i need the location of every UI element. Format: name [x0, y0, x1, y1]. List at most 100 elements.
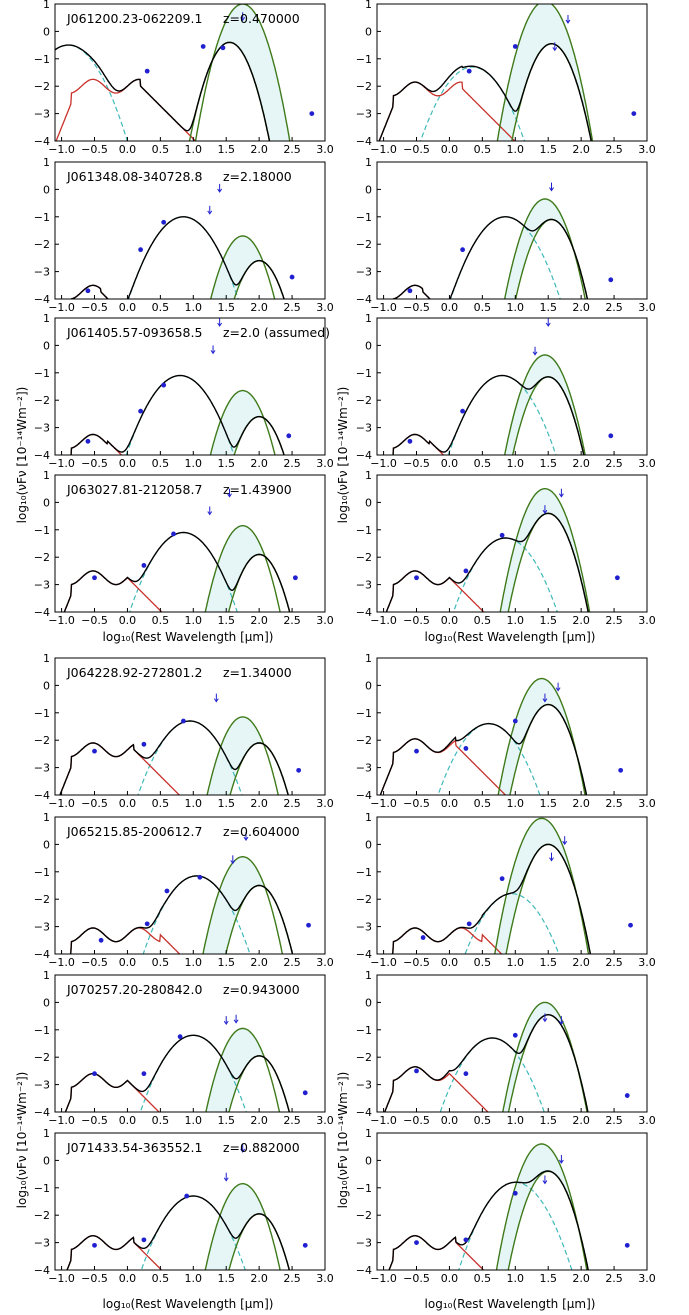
- y-tick-label: 0: [43, 679, 50, 692]
- redshift-label: z=2.0 (assumed): [223, 325, 330, 340]
- upper-limit-arrow: [565, 14, 571, 24]
- upper-limit-arrow: [217, 318, 223, 327]
- plot-area: [70, 183, 295, 299]
- cold-dust-shade: [203, 856, 293, 954]
- y-tick-label: −2: [34, 394, 50, 407]
- y-tick-label: −1: [356, 211, 372, 224]
- panel-frame: [54, 657, 326, 796]
- x-tick-label: 0.5: [152, 614, 170, 627]
- x-tick-label: −0.5: [403, 301, 430, 314]
- x-tick-label: −0.5: [81, 1272, 108, 1285]
- x-tick-label: −1.0: [48, 1272, 75, 1285]
- cold-dust-line-1: [188, 41, 271, 141]
- upper-limit-arrow: [207, 205, 213, 215]
- upper-limit-arrow: [558, 1154, 564, 1164]
- x-tick-label: 1.5: [217, 797, 235, 810]
- x-tick-label: 2.5: [605, 143, 623, 156]
- x-tick-label: 2.5: [283, 1114, 301, 1127]
- x-tick-label: 0.5: [474, 457, 492, 470]
- total-sed-line: [385, 512, 589, 612]
- redshift-label: z=2.18000: [223, 169, 292, 184]
- photometry-point: [92, 1242, 97, 1248]
- upper-limit-arrow: [230, 855, 236, 865]
- y-tick-label: −4: [34, 948, 50, 961]
- total-sed-line: [69, 875, 294, 954]
- x-tick-label: 2.5: [605, 301, 623, 314]
- upper-limit-head: [549, 187, 554, 192]
- x-tick-label: 3.0: [316, 614, 334, 627]
- y-tick-label: 1: [365, 312, 372, 325]
- redshift-label: z=0.882000: [223, 1140, 300, 1155]
- object-name: J070257.20-280842.0: [66, 982, 202, 997]
- y-tick-label: −4: [34, 789, 50, 802]
- photometry-point: [171, 531, 176, 537]
- x-tick-label: 2.0: [572, 301, 590, 314]
- y-tick-label: 0: [365, 183, 372, 196]
- y-tick-label: 0: [365, 496, 372, 509]
- x-tick-label: −0.5: [81, 457, 108, 470]
- y-tick-label: 1: [43, 969, 50, 982]
- y-tick-label: 1: [43, 0, 50, 11]
- y-tick-label: 1: [365, 0, 372, 11]
- x-tick-label: 0.5: [474, 1272, 492, 1285]
- cold-dust-line-0: [502, 1001, 588, 1112]
- upper-limit-head: [233, 1019, 239, 1024]
- y-tick-label: −4: [34, 449, 50, 462]
- photometry-point: [624, 1093, 630, 1098]
- upper-limit-head: [223, 1177, 229, 1182]
- sed-panel-10: −1.0 −0.5 0.0 0.5 1.0 1.5 2.0 2.5 3.0 −4 −3 −2 −1 0 1 J…: [34, 811, 334, 969]
- x-tick-label: −0.5: [81, 143, 108, 156]
- photometry-point: [141, 1237, 147, 1243]
- photometry-point: [631, 111, 637, 116]
- x-tick-label: −0.5: [403, 457, 430, 470]
- upper-limit-arrow: [532, 346, 538, 356]
- x-tick-label: 0.0: [119, 1272, 137, 1285]
- x-tick-label: −0.5: [81, 797, 108, 810]
- x-tick-label: 2.0: [250, 143, 268, 156]
- upper-limit-head: [562, 840, 568, 846]
- x-tick-label: 0.5: [152, 956, 170, 969]
- x-tick-label: 0.0: [119, 1114, 137, 1127]
- photometry-point: [141, 563, 147, 568]
- x-tick-label: −0.5: [403, 614, 430, 627]
- cold-dust-line-0: [204, 1183, 281, 1270]
- upper-limit-head: [542, 1180, 548, 1185]
- cold-dust-line-0: [497, 677, 586, 795]
- x-tick-label: 0.5: [474, 614, 492, 627]
- y-tick-label: −3: [34, 1079, 50, 1092]
- cold-dust-line-0: [503, 354, 586, 455]
- y-tick-label: 0: [43, 339, 50, 352]
- photometry-point: [463, 1071, 469, 1077]
- plot-area: [383, 1001, 630, 1112]
- cold-dust-line-0: [202, 855, 284, 954]
- total-sed-line: [63, 531, 291, 612]
- x-tick-label: 2.0: [250, 797, 268, 810]
- x-tick-label: 2.0: [572, 1114, 590, 1127]
- photometry-point: [420, 935, 426, 940]
- x-tick-label: 0.0: [441, 614, 459, 627]
- upper-limit-head: [207, 210, 213, 215]
- cold-dust-line-0: [496, 4, 594, 141]
- y-axis-label-top: log₁₀(νFν [10⁻¹⁴Wm⁻²]): [15, 387, 29, 524]
- y-tick-label: −4: [356, 606, 372, 619]
- photometry-point: [608, 433, 614, 439]
- x-tick-label: 0.0: [119, 956, 137, 969]
- y-tick-label: −1: [356, 367, 372, 380]
- sed-panel-2: −1.0 −0.5 0.0 0.5 1.0 1.5 2.0 2.5 3.0 −4 −3 −2 −1 0 1 J…: [34, 156, 334, 314]
- x-tick-label: 2.0: [572, 797, 590, 810]
- x-tick-label: 2.0: [250, 1114, 268, 1127]
- total-sed-line: [59, 720, 289, 795]
- x-tick-label: 2.5: [605, 1272, 623, 1285]
- x-tick-label: 0.0: [441, 143, 459, 156]
- upper-limit-arrow: [223, 1172, 229, 1182]
- x-tick-label: −1.0: [370, 797, 397, 810]
- x-tick-label: 0.5: [474, 956, 492, 969]
- x-tick-label: 3.0: [638, 797, 656, 810]
- x-tick-label: 0.0: [119, 797, 137, 810]
- upper-limit-head: [549, 857, 554, 862]
- x-tick-label: 1.0: [185, 1114, 203, 1127]
- upper-limit-head: [230, 860, 236, 865]
- total-sed-line: [64, 1034, 291, 1112]
- photometry-point: [460, 408, 466, 414]
- x-tick-label: 1.5: [217, 301, 235, 314]
